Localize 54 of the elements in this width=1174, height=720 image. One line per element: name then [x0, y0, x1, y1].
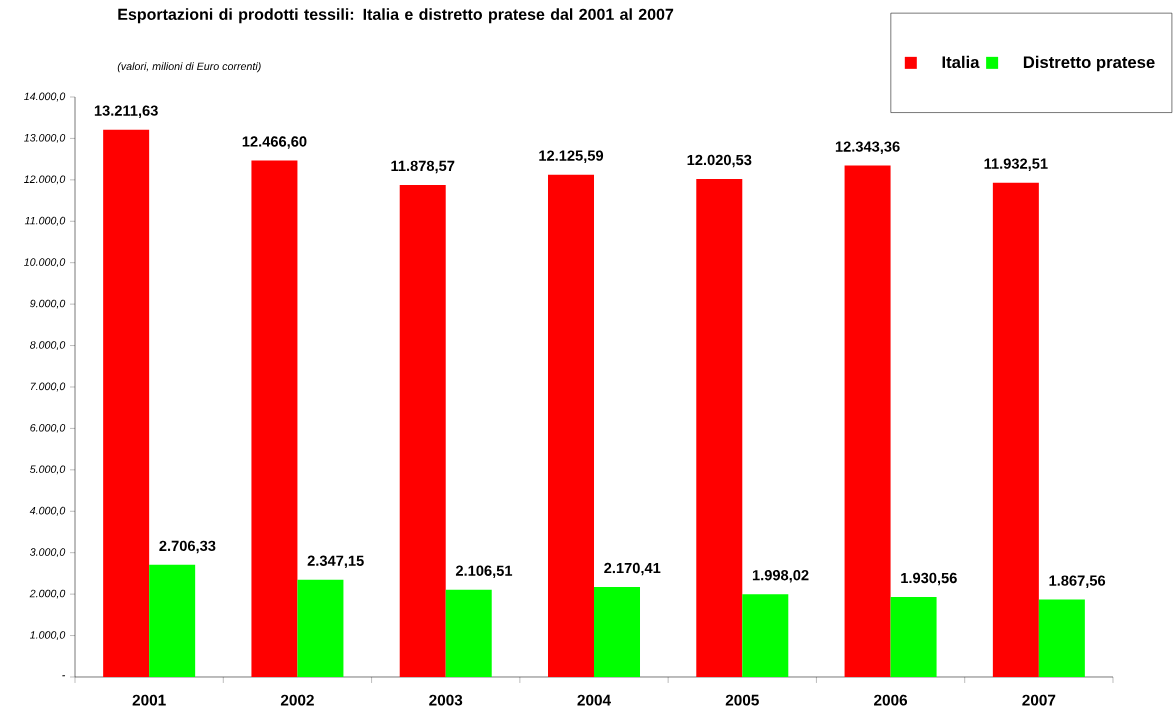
- bar: [594, 587, 641, 677]
- data-label: 1.998,02: [752, 570, 809, 583]
- x-tick-label: 2003: [429, 694, 463, 706]
- data-label: 12.020,53: [687, 154, 752, 168]
- bar: [445, 589, 492, 677]
- y-tick-label: 7.000,0: [30, 382, 66, 392]
- y-tick-label: 11.000,0: [24, 216, 66, 226]
- x-tick-label: 2001: [132, 694, 166, 706]
- bar: [890, 597, 937, 677]
- y-tick-label: -: [62, 675, 66, 677]
- x-tick-label: 2006: [874, 694, 908, 706]
- data-label: 13.211,63: [94, 105, 158, 118]
- bar: [149, 564, 196, 677]
- y-tick-label: 5.000,0: [29, 465, 66, 475]
- legend-label: Italia: [942, 55, 980, 69]
- y-tick-label: 13.000,0: [24, 134, 66, 143]
- data-label: 1.930,56: [901, 572, 957, 586]
- bar: [297, 579, 344, 677]
- bar: [103, 129, 150, 677]
- bar: [742, 594, 789, 677]
- data-label: 2.706,33: [159, 540, 216, 554]
- x-tick-label: 2004: [577, 694, 611, 706]
- y-tick-label: 14.000,0: [24, 92, 66, 102]
- bar: [844, 165, 891, 677]
- legend-label: Distretto pratese: [1023, 55, 1155, 72]
- y-tick-label: 12.000,0: [24, 175, 66, 185]
- y-tick-label: 4.000,0: [29, 506, 66, 516]
- data-label: 11.932,51: [984, 158, 1048, 171]
- data-label: 2.106,51: [455, 565, 513, 579]
- data-label: 2.170,41: [604, 562, 661, 576]
- x-tick-label: 2007: [1022, 694, 1056, 706]
- y-tick-label: 10.000,0: [24, 258, 66, 268]
- bar: [992, 182, 1039, 677]
- chart-subtitle: (valori, milioni di Euro correnti): [117, 62, 261, 73]
- y-tick-label: 3.000,0: [29, 548, 66, 558]
- x-tick-label: 2002: [280, 694, 314, 706]
- bar: [1038, 599, 1085, 677]
- y-tick-label: 2.000,0: [29, 589, 66, 599]
- bar: [251, 160, 298, 677]
- bar: [399, 184, 446, 677]
- bar: [696, 178, 743, 677]
- bar: [548, 174, 595, 677]
- chart-title: Esportazioni di prodotti tessili: Italia e distretto pratese dal 2001 al 2007: [118, 8, 674, 24]
- y-tick-label: 6.000,0: [30, 424, 66, 433]
- x-tick-label: 2005: [725, 694, 759, 706]
- data-label: 12.343,36: [835, 141, 900, 154]
- data-label: 2.347,15: [307, 555, 364, 569]
- y-tick-label: 1.000,0: [29, 631, 66, 640]
- data-label: 11.878,57: [391, 160, 455, 174]
- data-label: 12.466,60: [242, 136, 307, 149]
- data-label: 12.125,59: [539, 150, 604, 163]
- y-tick-label: 8.000,0: [29, 341, 66, 350]
- data-label: 1.867,56: [1049, 575, 1106, 588]
- y-tick-label: 9.000,0: [30, 299, 66, 309]
